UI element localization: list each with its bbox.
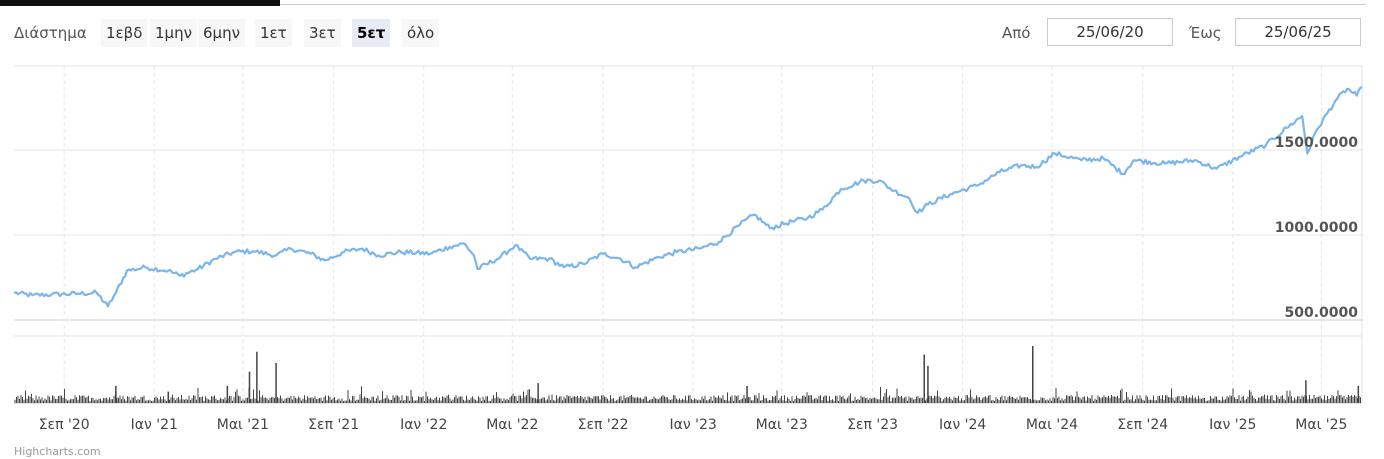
range-button-5y[interactable]: 5ετ	[352, 19, 391, 47]
x-tick-label: Ιαν '25	[1209, 417, 1256, 433]
top-divider	[280, 4, 1366, 5]
x-tick-label: Σεπ '20	[39, 417, 90, 433]
top-bar	[0, 0, 1366, 6]
highcharts-credits[interactable]: Highcharts.com	[14, 445, 101, 458]
volume-bars	[14, 386, 1361, 403]
range-button-1w[interactable]: 1εβδ	[101, 19, 148, 47]
range-button-1y[interactable]: 1ετ	[255, 19, 292, 47]
x-tick-label: Ιαν '24	[939, 417, 986, 433]
from-date-input[interactable]	[1047, 18, 1173, 46]
range-button-6m[interactable]: 6μην	[198, 19, 245, 47]
from-label: Από	[1002, 24, 1031, 42]
y-tick-label: 1500.0000	[1275, 135, 1359, 151]
x-tick-label: Μαι '25	[1295, 417, 1347, 433]
range-button-1m[interactable]: 1μην	[150, 19, 197, 47]
x-tick-label: Μαι '24	[1026, 417, 1078, 433]
to-label: Έως	[1189, 24, 1222, 42]
range-button-all[interactable]: όλο	[402, 19, 440, 47]
y-axis: 500.0000 1000.0000 1500.0000	[1275, 135, 1359, 321]
x-tick-label: Σεπ '23	[847, 417, 898, 433]
to-date-input[interactable]	[1235, 18, 1361, 46]
x-tick-label: Σεπ '24	[1117, 417, 1168, 433]
range-button-3y[interactable]: 3ετ	[304, 19, 341, 47]
x-tick-label: Σεπ '21	[308, 417, 359, 433]
x-tick-label: Ιαν '21	[131, 417, 178, 433]
x-axis: Σεπ '20 Ιαν '21 Μαι '21 Σεπ '21 Ιαν '22 Μαι '…	[39, 417, 1348, 433]
x-tick-label: Ιαν '23	[670, 417, 717, 433]
price-line	[13, 86, 1363, 308]
x-tick-label: Μαι '21	[217, 417, 269, 433]
price-series	[13, 86, 1363, 308]
x-tick-label: Μαι '22	[486, 417, 538, 433]
x-tick-label: Ιαν '22	[400, 417, 447, 433]
y-tick-label: 1000.0000	[1275, 220, 1359, 236]
range-selector-label: Διάστημα	[14, 24, 87, 42]
y-tick-label: 500.0000	[1284, 305, 1358, 321]
x-tick-label: Μαι '23	[756, 417, 808, 433]
x-tick-label: Σεπ '22	[578, 417, 629, 433]
grid-lines	[14, 65, 1363, 404]
volume-series	[14, 346, 1361, 403]
navigator-handle[interactable]	[0, 0, 280, 6]
stock-chart[interactable]: 500.0000 1000.0000 1500.0000 Σεπ '20 Ιαν '2…	[0, 60, 1384, 445]
